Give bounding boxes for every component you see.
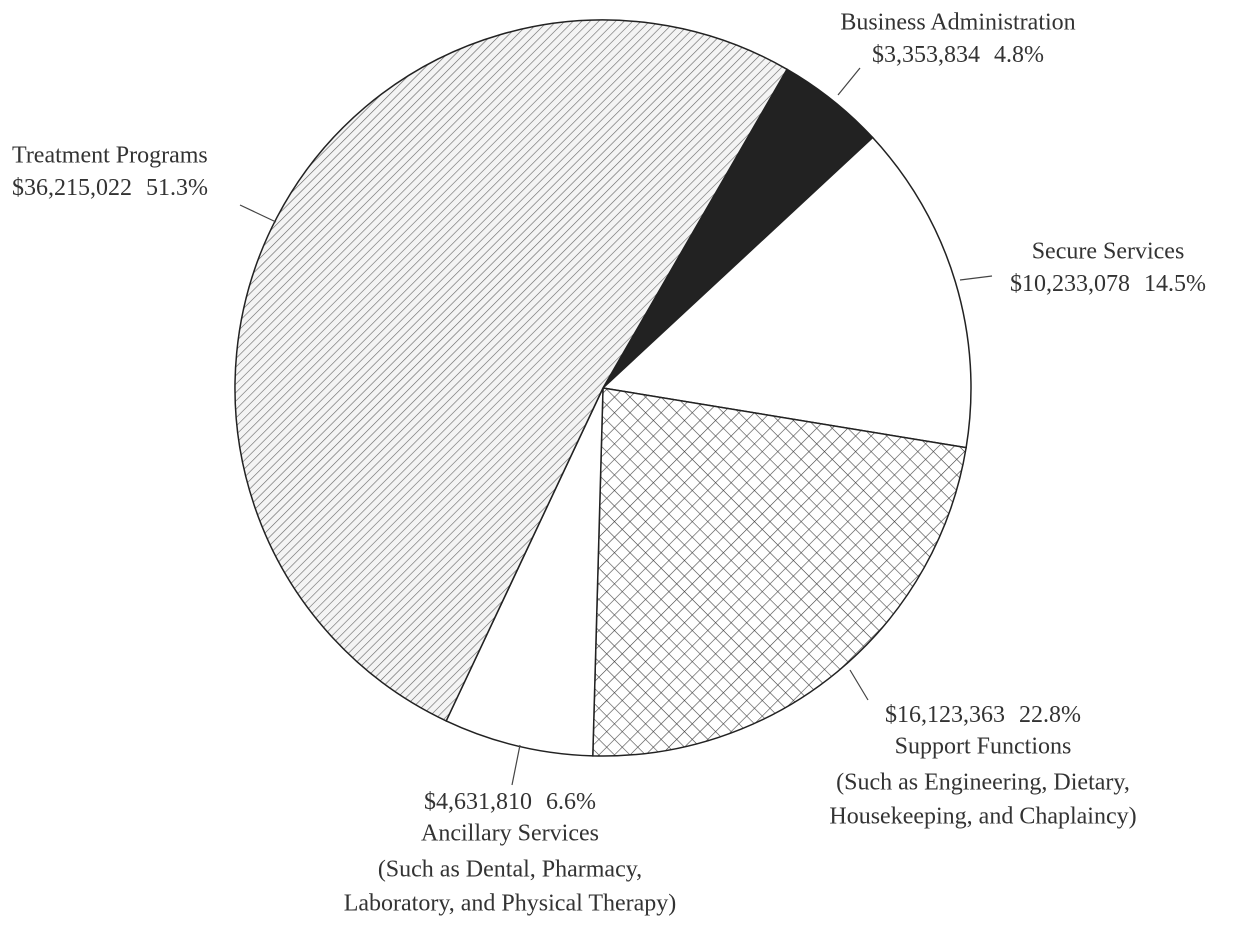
value-label: $10,233,078 (1010, 271, 1130, 297)
pie-slice (601, 136, 972, 449)
slice-label: Treatment Programs $36,215,022 51.3% (12, 143, 208, 201)
pie-slice (234, 19, 789, 722)
percent-label: 14.5% (1144, 271, 1206, 297)
pie-slice (445, 387, 604, 757)
category-description: Housekeeping, and Chaplaincy) (829, 804, 1136, 830)
percent-label: 6.6% (546, 789, 596, 815)
value-label-line: $36,215,022 51.3% (12, 175, 208, 201)
leader-line (959, 275, 993, 281)
category-description: (Such as Engineering, Dietary, (836, 770, 1130, 796)
slice-label: $16,123,363 22.8% Support Functions (Such a… (829, 702, 1136, 830)
slice-label: Business Administration $3,353,834 4.8% (840, 10, 1075, 68)
leader-line (849, 669, 869, 701)
category-label: Treatment Programs (12, 143, 208, 169)
category-description: (Such as Dental, Pharmacy, (378, 857, 642, 883)
value-label: $3,353,834 (872, 42, 980, 68)
percent-label: 4.8% (994, 42, 1044, 68)
category-label: Secure Services (1032, 239, 1185, 265)
leader-line (239, 204, 277, 223)
leader-line (837, 67, 861, 96)
percent-label: 22.8% (1019, 702, 1081, 728)
slice-label: Secure Services $10,233,078 14.5% (1010, 239, 1206, 297)
leader-line (511, 744, 521, 786)
category-description: Laboratory, and Physical Therapy) (344, 891, 677, 917)
value-label-line: $10,233,078 14.5% (1010, 271, 1206, 297)
percent-label: 51.3% (146, 175, 208, 201)
value-label-line: $16,123,363 22.8% (885, 702, 1081, 728)
value-label: $16,123,363 (885, 702, 1005, 728)
category-label: Ancillary Services (421, 821, 599, 847)
pie-slice (592, 387, 968, 757)
slice-label: $4,631,810 6.6% Ancillary Services (Such as… (344, 789, 677, 917)
category-label: Business Administration (840, 10, 1075, 36)
value-label: $4,631,810 (424, 789, 532, 815)
category-label: Support Functions (895, 734, 1072, 760)
value-label-line: $4,631,810 6.6% (424, 789, 596, 815)
value-label-line: $3,353,834 4.8% (872, 42, 1044, 68)
value-label: $36,215,022 (12, 175, 132, 201)
